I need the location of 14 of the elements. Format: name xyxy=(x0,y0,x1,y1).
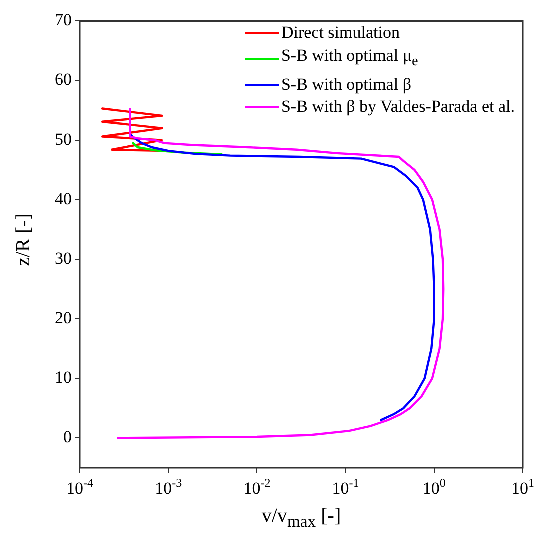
y-tick-label: 30 xyxy=(55,248,72,268)
y-tick-label: 60 xyxy=(55,70,72,90)
legend-label: S-B with optimal β xyxy=(281,74,412,96)
x-axis-title: v/v$_{max}$ [-] xyxy=(260,505,342,532)
y-axis-title: z/R [-] xyxy=(12,214,36,266)
legend-label: S-B with β by Valdes-Parada et al. xyxy=(281,96,515,118)
y-tick-label: 50 xyxy=(55,130,72,149)
y-tick-label: 0 xyxy=(64,428,72,447)
y-tick-label: 40 xyxy=(55,189,72,208)
y-tick-label: 10 xyxy=(55,368,72,388)
y-tick-label: 70 xyxy=(55,10,72,30)
legend-label: Direct simulation xyxy=(281,22,400,44)
legend-label: S-B with optimal μ$_{e}$ xyxy=(281,45,418,72)
y-tick-label: 20 xyxy=(55,308,72,328)
